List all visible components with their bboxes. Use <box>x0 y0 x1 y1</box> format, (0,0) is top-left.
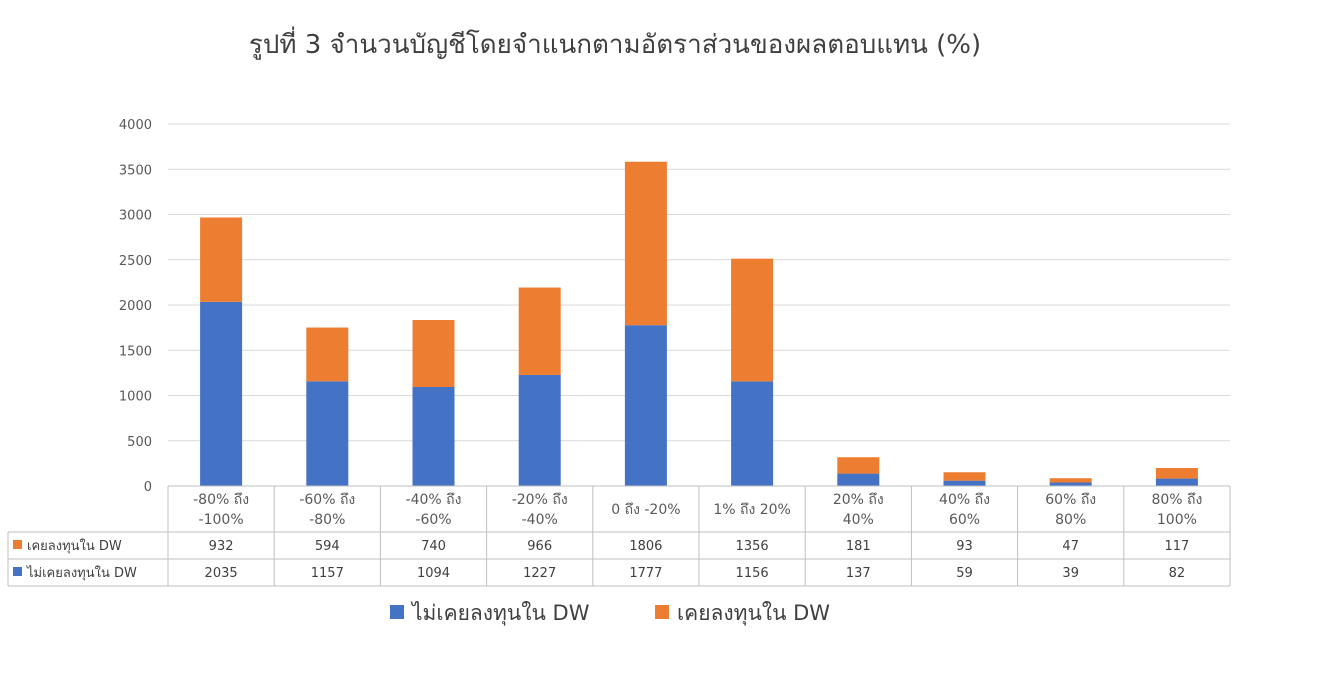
table-row-label: เคยลงทุนใน DW <box>27 538 122 554</box>
bar-invested <box>731 258 774 382</box>
y-tick-label: 3000 <box>119 209 152 224</box>
bar-not-invested <box>518 374 561 486</box>
x-category-label: 20% ถึง <box>833 492 884 508</box>
bar-invested <box>943 472 986 481</box>
data-label: 594 <box>315 539 340 554</box>
bar-not-invested <box>943 480 986 486</box>
data-table: -80% ถึง -100% -60% ถึง -80% -40% ถึง -60% -20… <box>7 485 1231 587</box>
data-label: 1094 <box>417 566 450 581</box>
data-label: 1777 <box>629 566 662 581</box>
data-label: 1156 <box>736 566 769 581</box>
table-legend-key <box>13 540 22 549</box>
legend: ไม่เคยลงทุนใน DW เคยลงทุนใน DW <box>390 601 830 626</box>
bar-invested <box>1049 478 1092 483</box>
bar-not-invested <box>1155 478 1198 486</box>
data-label: 1157 <box>311 566 344 581</box>
legend-swatch <box>390 605 404 619</box>
x-category-label: -100% <box>199 512 244 528</box>
data-label: 966 <box>527 539 552 554</box>
bar-not-invested <box>412 386 455 486</box>
y-axis-ticks: 0 500 1000 1500 2000 2500 3000 3500 4000 <box>119 118 152 495</box>
x-category-label: -80% ถึง <box>193 492 249 508</box>
bar-invested <box>1155 467 1198 479</box>
data-label: 137 <box>846 566 871 581</box>
data-label: 39 <box>1062 566 1079 581</box>
bar-not-invested <box>306 381 349 486</box>
y-tick-label: 3500 <box>119 163 152 178</box>
bar-invested <box>837 457 880 474</box>
x-category-label: 60% <box>949 512 980 528</box>
y-tick-label: 1500 <box>119 344 152 359</box>
bars <box>200 161 1198 486</box>
x-category-label: 40% ถึง <box>939 492 990 508</box>
x-category-label: -40% ถึง <box>406 492 462 508</box>
legend-label: เคยลงทุนใน DW <box>677 601 830 626</box>
y-tick-label: 1000 <box>119 390 152 405</box>
bar-invested <box>306 327 349 382</box>
x-category-label: 0 ถึง -20% <box>611 502 680 518</box>
x-category-label: 100% <box>1157 512 1197 528</box>
x-category-label: -60% ถึง <box>299 492 355 508</box>
x-category-label: 60% ถึง <box>1045 492 1096 508</box>
y-tick-label: 2000 <box>119 299 152 314</box>
table-row-label: ไม่เคยลงทุนใน DW <box>26 565 137 581</box>
x-category-label: 1% ถึง 20% <box>713 502 791 518</box>
data-label: 59 <box>956 566 973 581</box>
x-category-label: 80% ถึง <box>1151 492 1202 508</box>
x-category-label: -40% <box>522 512 558 528</box>
data-label: 1227 <box>523 566 556 581</box>
chart-title: รูปที่ 3 จำนวนบัญชีโดยจำแนกตามอัตราส่วนข… <box>248 30 982 60</box>
y-tick-label: 4000 <box>119 118 152 133</box>
data-label: 932 <box>209 539 234 554</box>
bar-not-invested <box>1049 482 1092 486</box>
x-category-label: -60% <box>415 512 451 528</box>
bar-not-invested <box>731 381 774 486</box>
data-label: 82 <box>1169 566 1186 581</box>
data-label: 1806 <box>629 539 662 554</box>
bar-invested <box>412 320 455 387</box>
legend-swatch <box>655 605 669 619</box>
data-label: 181 <box>846 539 871 554</box>
bar-invested <box>200 217 243 302</box>
y-tick-label: 0 <box>144 480 152 495</box>
bar-not-invested <box>837 473 880 486</box>
bar-invested <box>624 161 667 326</box>
data-label: 47 <box>1062 539 1079 554</box>
x-category-label: -20% ถึง <box>512 492 568 508</box>
data-label: 740 <box>421 539 446 554</box>
y-tick-label: 500 <box>127 435 152 450</box>
legend-label: ไม่เคยลงทุนใน DW <box>410 601 590 626</box>
x-category-label: 80% <box>1055 512 1086 528</box>
bar-not-invested <box>200 301 243 486</box>
data-label: 117 <box>1164 539 1189 554</box>
x-category-label: 40% <box>843 512 874 528</box>
y-tick-label: 2500 <box>119 254 152 269</box>
data-label: 1356 <box>736 539 769 554</box>
table-legend-key <box>13 567 22 576</box>
data-label: 93 <box>956 539 973 554</box>
data-label: 2035 <box>205 566 238 581</box>
x-category-label: -80% <box>309 512 345 528</box>
bar-invested <box>518 287 561 375</box>
bar-not-invested <box>624 325 667 486</box>
